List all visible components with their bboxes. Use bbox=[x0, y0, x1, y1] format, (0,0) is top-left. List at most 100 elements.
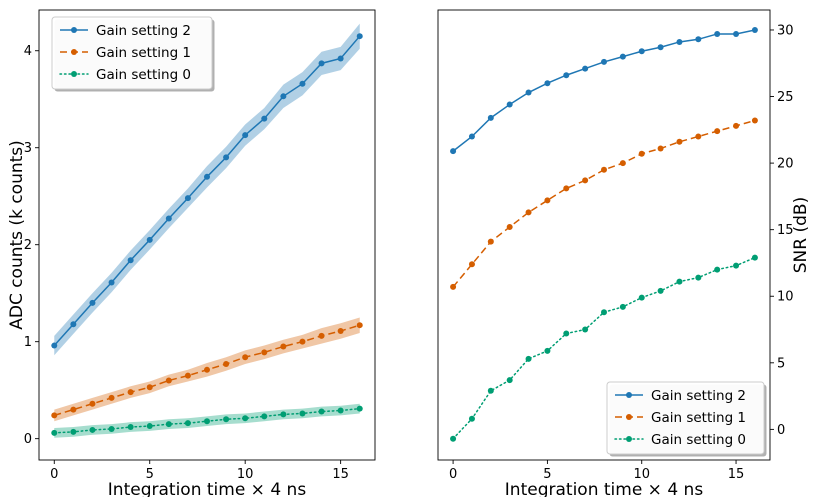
legend: Gain setting 2 Gain setting 1 Gain setting… bbox=[51, 16, 215, 92]
x-tick-label: 5 bbox=[543, 467, 551, 482]
data-point-s2-7 bbox=[582, 326, 589, 333]
data-point-s2-5 bbox=[146, 423, 153, 430]
data-point-s0-16 bbox=[751, 26, 758, 33]
series-line-1 bbox=[452, 119, 756, 288]
data-point-s2-10 bbox=[638, 294, 645, 301]
data-point-s0-1 bbox=[70, 321, 77, 328]
data-point-s2-12 bbox=[676, 278, 683, 285]
data-point-s0-8 bbox=[601, 58, 607, 65]
legend-label-1: Gain setting 1 bbox=[651, 410, 746, 426]
data-point-s0-13 bbox=[695, 36, 702, 43]
legend-swatch-marker-0 bbox=[626, 392, 632, 398]
y-tick-label: 25 bbox=[777, 90, 794, 105]
y-axis-label: ADC counts (k counts) bbox=[7, 140, 27, 330]
y-axis-label: SNR (dB) bbox=[791, 197, 811, 273]
data-point-s1-10 bbox=[242, 354, 249, 361]
data-point-s2-8 bbox=[204, 418, 210, 425]
y-tick-label: 3 bbox=[24, 141, 32, 156]
data-point-s1-9 bbox=[223, 360, 230, 367]
y-tick-label: 5 bbox=[777, 356, 785, 371]
data-point-s1-0 bbox=[51, 412, 58, 419]
data-point-s1-5 bbox=[146, 384, 153, 391]
data-point-s0-5 bbox=[544, 80, 551, 87]
data-point-s0-5 bbox=[146, 236, 153, 243]
data-point-s1-9 bbox=[619, 160, 626, 167]
x-axis-label: Integration time × 4 ns bbox=[505, 480, 704, 497]
data-point-s2-15 bbox=[337, 407, 344, 414]
data-point-s1-3 bbox=[108, 394, 115, 401]
data-point-s2-0 bbox=[450, 435, 457, 442]
data-point-s2-6 bbox=[165, 421, 172, 428]
data-point-s1-10 bbox=[638, 150, 645, 157]
data-point-s2-5 bbox=[544, 347, 551, 354]
data-point-s0-16 bbox=[356, 33, 363, 40]
data-point-s0-14 bbox=[318, 60, 325, 67]
data-point-s0-0 bbox=[51, 342, 58, 349]
data-point-s0-10 bbox=[242, 132, 249, 139]
data-point-s2-15 bbox=[733, 262, 740, 269]
data-point-s2-2 bbox=[487, 387, 494, 394]
data-point-s0-8 bbox=[204, 173, 210, 180]
data-point-s0-12 bbox=[676, 38, 683, 45]
data-point-s2-7 bbox=[184, 420, 191, 427]
left-chart-adc-counts: 0 5 10 15 0 1 2 3 4 Integration time × 4 ns ADC co… bbox=[7, 9, 376, 497]
y-tick-label: 1 bbox=[24, 335, 32, 350]
legend-swatch-marker-1 bbox=[626, 414, 632, 420]
y-tick-label: 20 bbox=[777, 157, 794, 172]
data-point-s1-16 bbox=[751, 117, 758, 124]
data-point-s0-2 bbox=[89, 299, 96, 306]
series-line-0 bbox=[452, 29, 756, 152]
data-point-s1-11 bbox=[261, 349, 268, 356]
right-chart-snr: 0 5 10 15 0 5 10 15 20 25 30 Integration time × 4 n… bbox=[437, 9, 811, 497]
data-point-s2-3 bbox=[108, 425, 115, 432]
data-point-s2-9 bbox=[619, 303, 626, 310]
data-point-s1-13 bbox=[695, 133, 702, 140]
data-point-s0-7 bbox=[582, 65, 589, 72]
data-point-s2-11 bbox=[657, 287, 664, 294]
y-tick-label: 0 bbox=[777, 423, 785, 438]
data-point-s1-12 bbox=[676, 138, 683, 145]
legend-label-0: Gain setting 2 bbox=[96, 23, 191, 39]
data-point-s1-6 bbox=[563, 185, 570, 192]
data-point-s2-4 bbox=[127, 424, 134, 431]
data-point-s2-0 bbox=[51, 429, 58, 436]
data-point-s0-11 bbox=[261, 115, 268, 122]
legend-label-0: Gain setting 2 bbox=[651, 388, 746, 404]
y-tick-label: 0 bbox=[24, 432, 32, 447]
data-point-s1-14 bbox=[318, 332, 325, 339]
x-tick-label: 10 bbox=[237, 467, 254, 482]
data-point-s2-2 bbox=[89, 426, 96, 433]
data-point-s2-14 bbox=[318, 408, 325, 415]
data-point-s1-3 bbox=[506, 224, 513, 231]
data-point-s2-8 bbox=[601, 309, 607, 316]
data-point-s0-9 bbox=[619, 53, 626, 60]
x-tick-label: 0 bbox=[449, 467, 457, 482]
data-point-s0-12 bbox=[280, 93, 287, 100]
legend-swatch-marker-0 bbox=[71, 27, 77, 33]
data-point-s1-4 bbox=[525, 209, 532, 216]
data-point-s1-1 bbox=[70, 406, 77, 413]
data-point-s2-16 bbox=[356, 405, 363, 412]
data-point-s1-4 bbox=[127, 389, 134, 396]
data-point-s0-15 bbox=[337, 55, 344, 62]
data-point-s0-2 bbox=[487, 114, 494, 121]
x-axis-label: Integration time × 4 ns bbox=[108, 480, 307, 497]
data-point-s0-9 bbox=[223, 154, 230, 161]
data-point-s1-6 bbox=[165, 377, 172, 384]
data-point-s2-12 bbox=[280, 411, 287, 418]
data-point-s1-15 bbox=[337, 328, 344, 335]
data-point-s2-6 bbox=[563, 330, 570, 337]
data-point-s1-2 bbox=[89, 400, 96, 407]
data-point-s1-8 bbox=[204, 366, 210, 373]
data-point-s2-1 bbox=[468, 415, 475, 422]
data-point-s1-1 bbox=[468, 261, 475, 268]
data-point-s2-9 bbox=[223, 416, 230, 423]
data-point-s0-15 bbox=[733, 30, 740, 37]
data-point-s0-7 bbox=[184, 195, 191, 202]
data-point-s0-13 bbox=[299, 80, 306, 87]
data-point-s1-2 bbox=[487, 238, 494, 245]
legend-label-1: Gain setting 1 bbox=[96, 45, 191, 61]
data-point-s1-7 bbox=[582, 177, 589, 184]
data-point-s1-16 bbox=[356, 322, 363, 329]
